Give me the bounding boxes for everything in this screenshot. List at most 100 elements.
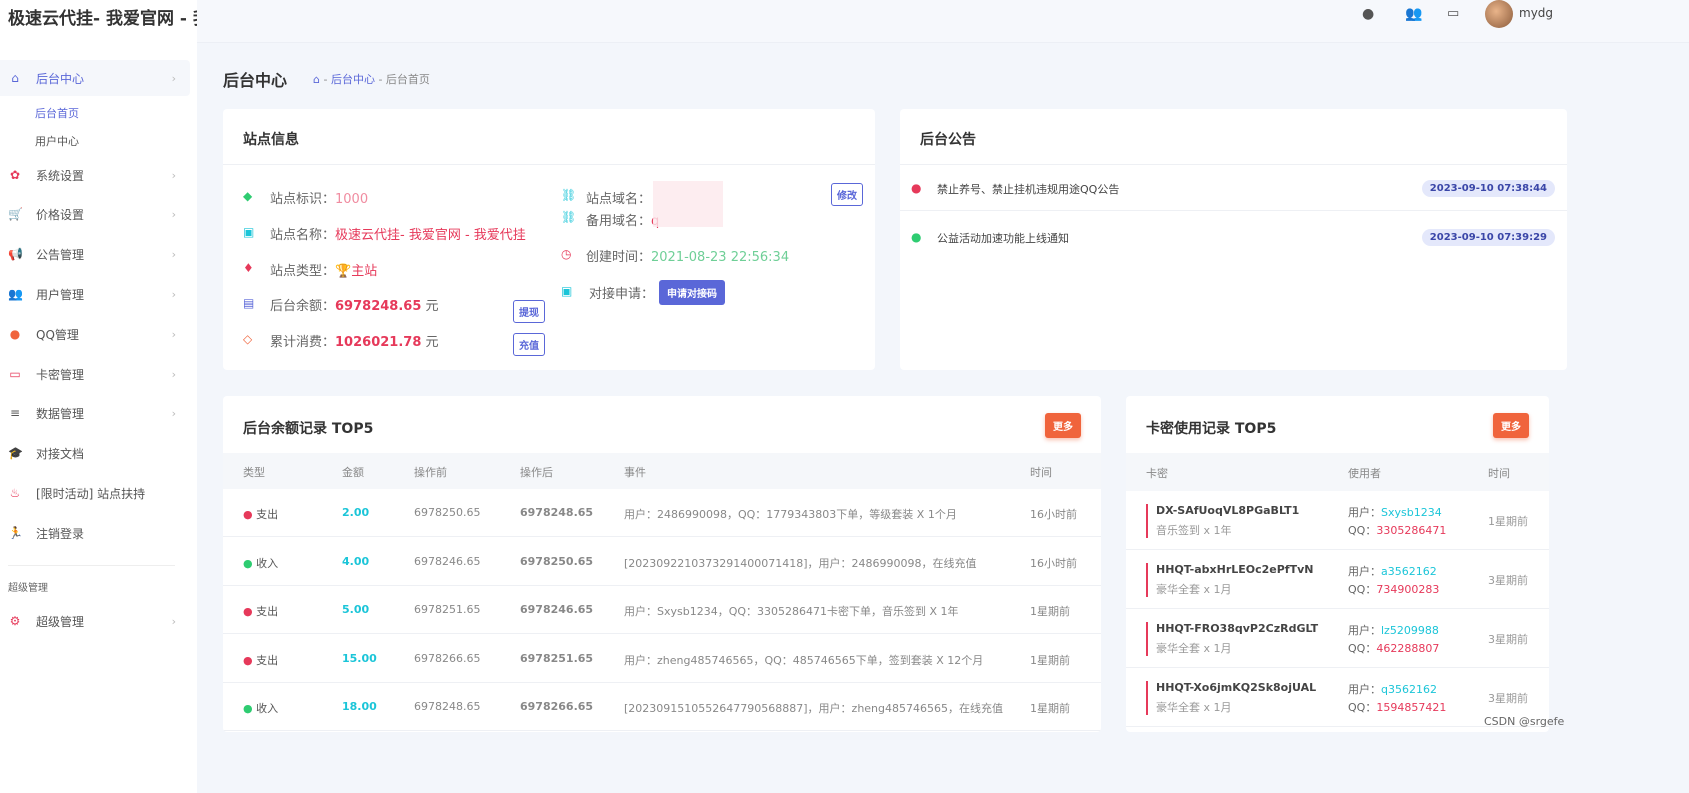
time: 1星期前 bbox=[1030, 653, 1070, 667]
status-dot: ● bbox=[243, 508, 253, 521]
sidebar-item[interactable]: ≡ 数据管理 › bbox=[0, 395, 190, 431]
notice-item[interactable]: ● 公益活动加速功能上线通知 2023-09-10 07:39:29 bbox=[900, 212, 1567, 258]
card-code: DX-SAfUoqVL8PGaBLT1 bbox=[1156, 504, 1300, 517]
dock-apply-button[interactable]: 申请对接码 bbox=[659, 280, 725, 305]
edit-button[interactable]: 修改 bbox=[831, 183, 863, 206]
table-row: HHQT-Xo6jmKQ2Sk8ojUAL 豪华全套 x 1月 用户：q3562… bbox=[1126, 668, 1549, 727]
withdraw-button[interactable]: 提现 bbox=[513, 300, 545, 323]
brand-title: 极速云代挂- 我爱官网 - 我爱代挂 bbox=[8, 9, 198, 29]
more-button[interactable]: 更多 bbox=[1493, 413, 1529, 438]
user-label: 用户： bbox=[1348, 624, 1381, 637]
notice-card: 后台公告 ● 禁止养号、禁止挂机违规用途QQ公告 2023-09-10 07:3… bbox=[900, 109, 1567, 370]
sidebar-subitem[interactable]: 用户中心 bbox=[35, 135, 79, 148]
table-row: ● 支出 5.00 6978251.65 6978246.65 用户：Sxysb… bbox=[223, 586, 1101, 634]
balance-label: 后台余额： bbox=[270, 299, 336, 314]
card-code: HHQT-abxHrLEOc2ePfTvN bbox=[1156, 563, 1314, 576]
tag-icon: ◆ bbox=[243, 189, 253, 203]
event: 用户：zheng485746565，QQ：485746565下单，签到套装 X … bbox=[624, 653, 984, 667]
sidebar-item[interactable]: ♨ [限时活动] 站点扶持 bbox=[0, 475, 190, 511]
type: 支出 bbox=[256, 508, 279, 521]
sidebar-item-label: 价格设置 bbox=[36, 207, 85, 222]
diamond-icon: ♦ bbox=[243, 261, 254, 275]
time: 3星期前 bbox=[1488, 574, 1528, 587]
user-label: 用户： bbox=[1348, 565, 1381, 578]
money-icon: ▤ bbox=[243, 296, 255, 310]
status-dot: ● bbox=[243, 605, 253, 618]
sidebar-item[interactable]: 📢 公告管理 › bbox=[0, 236, 190, 272]
type: 支出 bbox=[256, 605, 279, 618]
created-label: 创建时间： bbox=[586, 250, 652, 265]
card-qq: 734900283 bbox=[1376, 583, 1440, 596]
card-icon: ▭ bbox=[9, 367, 21, 381]
qq-icon: ● bbox=[9, 327, 21, 341]
sidebar-item[interactable]: 👥 用户管理 › bbox=[0, 276, 190, 312]
after: 6978251.65 bbox=[520, 651, 594, 665]
sidebar-item[interactable]: ⌂ 后台中心 › bbox=[0, 60, 190, 96]
table-row: DX-SAfUoqVL8PGaBLT1 音乐签到 x 1年 用户：Sxysb12… bbox=[1126, 491, 1549, 550]
sidebar-item[interactable]: 🏃 注销登录 bbox=[0, 515, 190, 551]
type: 收入 bbox=[256, 702, 279, 715]
sidebar-item[interactable]: 🛒 价格设置 › bbox=[0, 196, 190, 232]
sidebar-item[interactable]: ✿ 系统设置 › bbox=[0, 157, 190, 193]
spent-label: 累计消费： bbox=[270, 335, 336, 350]
breadcrumb-item[interactable]: 后台中心 bbox=[330, 73, 375, 86]
graduation-cap-icon: 🎓 bbox=[8, 446, 23, 460]
site-name: 极速云代挂- 我爱官网 - 我爱代挂 bbox=[335, 228, 526, 243]
before: 6978266.65 bbox=[414, 651, 481, 665]
sidebar-item-label: 卡密管理 bbox=[36, 367, 85, 382]
home-icon[interactable]: ⌂ bbox=[313, 73, 320, 86]
balance-value: 6978248.65 bbox=[335, 299, 422, 314]
card-user: q3562162 bbox=[1381, 683, 1437, 696]
avatar[interactable] bbox=[1485, 0, 1513, 28]
qq-label: QQ： bbox=[1348, 524, 1377, 537]
sidebar-item[interactable]: ⚙ 超级管理 › bbox=[0, 603, 190, 639]
after: 6978266.65 bbox=[520, 700, 594, 713]
card-code: HHQT-Xo6jmKQ2Sk8ojUAL bbox=[1156, 681, 1317, 694]
col-after: 操作后 bbox=[520, 466, 553, 479]
card-title: 后台公告 bbox=[920, 132, 976, 148]
id-card-icon: ▣ bbox=[561, 284, 573, 298]
clock-icon: ◷ bbox=[561, 247, 572, 261]
recharge-button[interactable]: 充值 bbox=[513, 333, 545, 356]
col-time: 时间 bbox=[1488, 467, 1510, 480]
sidebar-subitem[interactable]: 后台首页 bbox=[35, 107, 79, 120]
sidebar-item-label: 数据管理 bbox=[36, 406, 85, 421]
qq-icon[interactable]: ● bbox=[1362, 6, 1375, 22]
sidebar-item[interactable]: ● QQ管理 › bbox=[0, 316, 190, 352]
comment-icon: ● bbox=[911, 230, 922, 244]
before: 6978251.65 bbox=[414, 603, 481, 616]
amount: 5.00 bbox=[342, 603, 370, 616]
event: 用户：Sxysb1234，QQ：3305286471卡密下单，音乐签到 X 1年 bbox=[624, 605, 959, 618]
time: 3星期前 bbox=[1488, 692, 1528, 705]
list-icon: ≡ bbox=[9, 406, 21, 420]
sidebar-item-label: 对接文档 bbox=[36, 446, 85, 461]
notice-item[interactable]: ● 禁止养号、禁止挂机违规用途QQ公告 2023-09-10 07:38:44 bbox=[900, 165, 1567, 211]
amount: 4.00 bbox=[342, 554, 370, 568]
sidebar-item[interactable]: 🎓 对接文档 bbox=[0, 435, 190, 471]
site-info-card: 站点信息 ◆ 站点标识：1000 ▣ 站点名称：极速云代挂- 我爱官网 - 我爱… bbox=[223, 109, 875, 370]
time: 16小时前 bbox=[1030, 556, 1077, 570]
col-user: 使用者 bbox=[1348, 467, 1381, 480]
table-row: HHQT-FRO38qvP2CzRdGLT 豪华全套 x 1月 用户：lz520… bbox=[1126, 609, 1549, 668]
cake-icon: ♨ bbox=[9, 486, 21, 500]
username[interactable]: mydg bbox=[1519, 6, 1554, 20]
col-amount: 金额 bbox=[342, 466, 364, 479]
backup-domain-label: 备用域名： bbox=[586, 214, 652, 229]
users-icon[interactable]: 👥 bbox=[1405, 6, 1423, 22]
user-label: 用户： bbox=[1348, 683, 1381, 696]
card-plan: 豪华全套 x 1月 bbox=[1156, 583, 1232, 596]
col-event: 事件 bbox=[624, 466, 646, 479]
card-icon[interactable]: ▭ bbox=[1447, 6, 1460, 21]
link-icon: ⛓ bbox=[561, 188, 577, 202]
before: 6978248.65 bbox=[414, 700, 481, 713]
qq-label: QQ： bbox=[1348, 701, 1377, 714]
spent-value: 1026021.78 bbox=[335, 335, 422, 350]
table-row: ● 收入 4.00 6978246.65 6978250.65 [2023092… bbox=[223, 538, 1101, 586]
user-label: 用户： bbox=[1348, 506, 1381, 519]
table-row: ● 收入 18.00 6978248.65 6978266.65 [202309… bbox=[223, 683, 1101, 731]
more-button[interactable]: 更多 bbox=[1045, 413, 1081, 438]
site-type: 主站 bbox=[351, 264, 378, 279]
before: 6978250.65 bbox=[414, 506, 481, 519]
sidebar-item[interactable]: ▭ 卡密管理 › bbox=[0, 356, 190, 392]
dock-label: 对接申请： bbox=[589, 287, 655, 302]
